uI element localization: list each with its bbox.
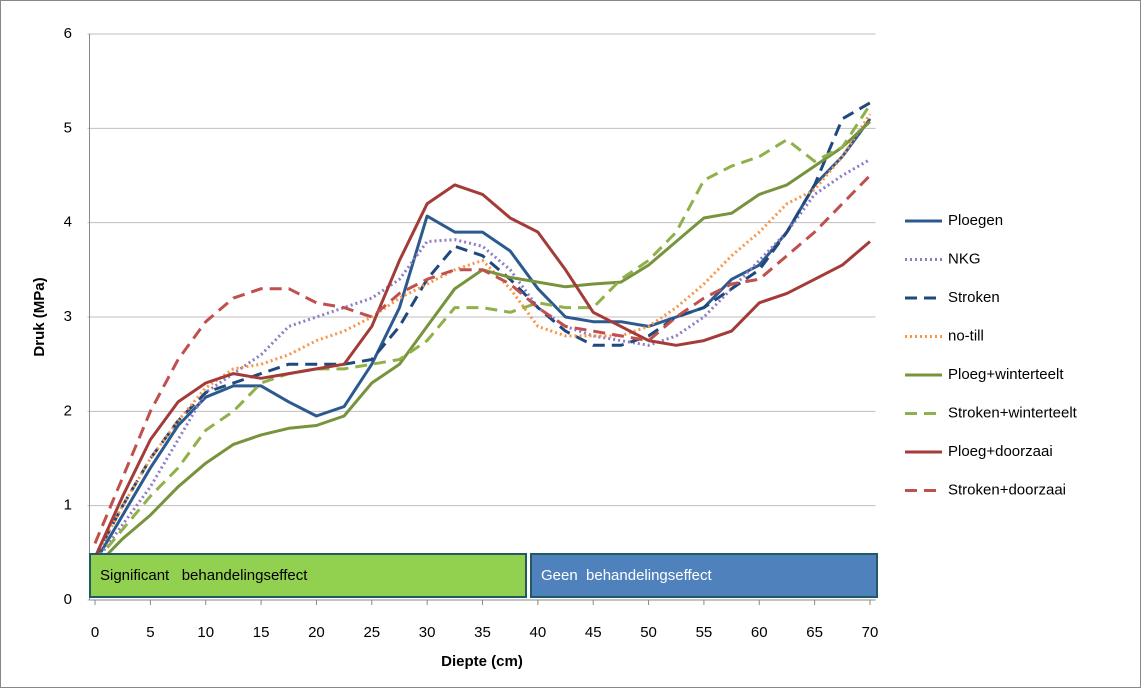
x-tick-label: 15 xyxy=(253,624,270,641)
x-tick-label: 10 xyxy=(197,624,214,641)
legend-label: Ploeg+winterteelt xyxy=(948,366,1064,383)
legend-label: NKG xyxy=(948,250,981,267)
y-tick-label: 3 xyxy=(64,308,72,325)
x-tick-label: 35 xyxy=(474,624,491,641)
x-tick-label: 40 xyxy=(530,624,547,641)
x-axis-label: Diepte (cm) xyxy=(441,653,523,670)
legend-label: Stroken+winterteelt xyxy=(948,404,1078,421)
y-tick-label: 0 xyxy=(64,591,72,608)
x-tick-label: 60 xyxy=(751,624,768,641)
y-tick-label: 4 xyxy=(64,214,72,231)
legend-label: Stroken+doorzaai xyxy=(948,481,1066,498)
legend-label: Stroken xyxy=(948,289,1000,306)
y-tick-label: 6 xyxy=(64,25,72,42)
x-tick-label: 25 xyxy=(363,624,380,641)
line-series xyxy=(93,118,872,564)
line-series xyxy=(93,101,871,559)
annotation: Significant behandelingseffect xyxy=(100,567,308,584)
x-tick-label: 45 xyxy=(585,624,602,641)
legend-label: Ploeg+doorzaai xyxy=(948,443,1053,460)
y-axis-label: Druk (MPa) xyxy=(31,277,48,356)
x-tick-label: 50 xyxy=(640,624,657,641)
annotation-box xyxy=(530,553,878,598)
x-tick-label: 30 xyxy=(419,624,436,641)
y-tick-label: 1 xyxy=(64,497,72,514)
x-tick-label: 5 xyxy=(146,624,154,641)
x-tick-label: 70 xyxy=(862,624,879,641)
y-tick-label: 5 xyxy=(64,119,72,136)
line-series xyxy=(93,174,872,544)
y-tick-label: 2 xyxy=(64,402,72,419)
x-tick-label: 65 xyxy=(806,624,823,641)
x-tick-label: 55 xyxy=(696,624,713,641)
line-series xyxy=(93,158,871,564)
line-series xyxy=(93,103,872,564)
annotation: Geen behandelingseffect xyxy=(541,567,713,584)
annotation-box xyxy=(89,553,527,598)
line-series xyxy=(93,183,871,559)
x-tick-label: 0 xyxy=(91,624,99,641)
legend-label: Ploegen xyxy=(948,212,1003,229)
legend-label: no-till xyxy=(948,327,984,344)
x-tick-label: 20 xyxy=(308,624,325,641)
